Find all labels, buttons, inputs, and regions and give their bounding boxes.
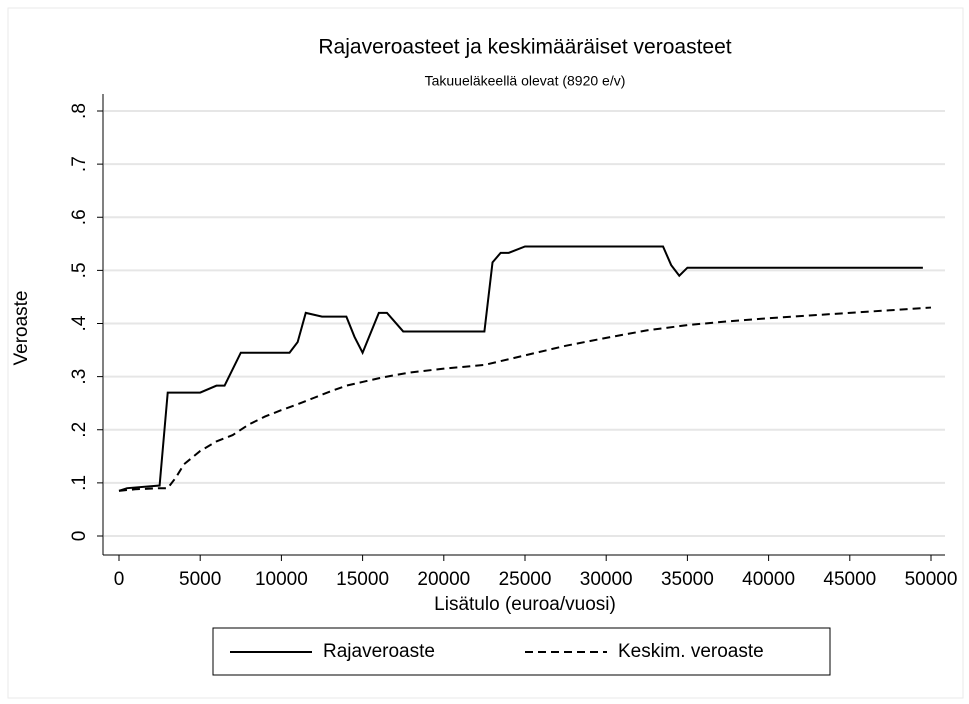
x-tick-label: 10000	[255, 569, 308, 590]
x-tick-label: 20000	[417, 569, 470, 590]
chart-subtitle: Takuueläkeellä olevat (8920 e/v)	[425, 73, 626, 89]
y-tick-label: 0	[69, 531, 90, 542]
x-tick-label: 50000	[905, 569, 958, 590]
chart-title: Rajaveroasteet ja keskimääräiset veroast…	[318, 36, 731, 59]
x-tick-label: 40000	[742, 569, 795, 590]
x-tick-label: 25000	[499, 569, 552, 590]
x-tick-label: 15000	[336, 569, 389, 590]
legend-label: Keskim. veroaste	[618, 641, 764, 662]
legend-label: Rajaveroaste	[323, 641, 435, 662]
y-tick-label: .3	[69, 369, 90, 385]
y-tick-label: .1	[69, 475, 90, 491]
y-tick-label: .4	[69, 315, 90, 331]
x-tick-label: 5000	[179, 569, 221, 590]
y-tick-label: .7	[69, 156, 90, 172]
x-tick-label: 30000	[580, 569, 633, 590]
series-line	[118, 245, 923, 492]
y-tick-label: .2	[69, 422, 90, 438]
x-tick-label: 35000	[661, 569, 714, 590]
y-tick-label: .5	[69, 262, 90, 278]
chart-frame	[7, 7, 964, 699]
y-tick-label: .8	[69, 103, 90, 119]
y-axis-label: Veroaste	[11, 291, 32, 366]
x-tick-label: 0	[114, 569, 125, 590]
series-line	[118, 306, 932, 492]
x-axis-label: Lisätulo (euroa/vuosi)	[434, 594, 616, 615]
y-tick-label: .6	[69, 209, 90, 225]
x-tick-label: 45000	[823, 569, 876, 590]
legend-box	[212, 627, 831, 676]
